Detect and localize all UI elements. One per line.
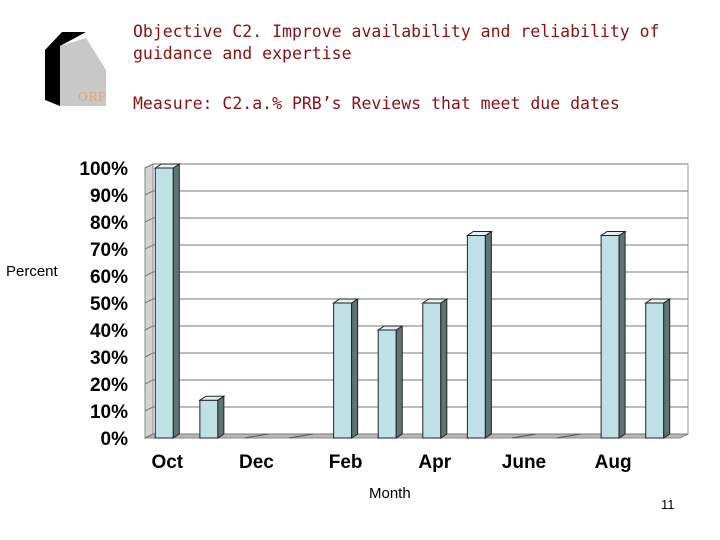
page-number: 11 [661,497,675,512]
y-tick-label: 20% [90,375,128,396]
y-tick-label: 30% [90,348,128,369]
gridline-side [144,406,154,412]
gridline-side [144,271,154,277]
x-tick-label: Oct [151,452,183,473]
bar-jan [288,433,314,439]
bar-side-mar [395,325,403,439]
gridline-side [144,190,154,196]
y-tick-label: 50% [90,294,128,315]
bar-top-may [465,231,494,236]
bar-top-sep [644,298,672,304]
bar-top-aug [599,231,627,236]
logo-top-face [45,32,86,50]
y-axis-title: Percent [6,263,58,280]
bar-top-nov [198,395,226,401]
y-tick-label: 10% [90,402,128,423]
x-tick-label: Aug [595,452,632,473]
logo-dark-face [45,38,60,106]
bar-feb [333,302,353,439]
logo-text: ORF [78,90,107,104]
y-tick-label: 80% [90,213,128,234]
slide-title: Objective C2. Improve availability and r… [133,22,660,63]
bar-july [556,433,581,439]
y-tick-label: 100% [79,159,128,180]
bar-dec [244,433,269,439]
gridline-side [144,433,154,439]
bar-side-apr [440,298,448,439]
bar-aug [600,235,620,439]
y-tick-label: 40% [90,321,128,342]
x-tick-label: Apr [418,452,451,473]
bar-sep [645,302,665,439]
orf-logo [45,32,106,106]
gridline-side [144,163,154,169]
gridline-side [144,352,154,358]
bar-side-sep [663,298,671,439]
x-tick-label: Feb [329,452,363,473]
bar-side-may [484,230,492,439]
x-tick-label: Dec [239,452,274,473]
measure-subtitle: Measure: C2.a.% PRB’s Reviews that meet … [133,94,620,113]
gridline-side [144,217,154,223]
bar-side-feb [351,298,359,439]
x-axis-title: Month [369,485,411,502]
bar-may [466,235,486,439]
logo-light-face [60,38,106,106]
gridline-side [144,379,154,385]
bar-top-oct [153,163,181,169]
y-tick-label: 0% [101,429,129,450]
y-tick-label: 70% [90,240,128,261]
bar-june [511,433,537,439]
gridline-side [144,325,154,331]
y-tick-label: 60% [90,267,128,288]
bar-top-mar [376,325,404,331]
bar-side-nov [217,395,225,439]
bar-oct [154,167,174,439]
x-tick-label: June [502,452,546,473]
bar-mar [377,329,397,439]
bar-apr [422,302,442,439]
bar-side-oct [172,163,180,439]
bar-top-apr [421,298,449,304]
bar-side-aug [618,230,626,439]
gridline-side [144,244,154,250]
gridline-side [144,298,154,304]
y-tick-label: 90% [90,186,128,207]
bar-top-feb [331,298,360,304]
bar-nov [199,399,219,439]
